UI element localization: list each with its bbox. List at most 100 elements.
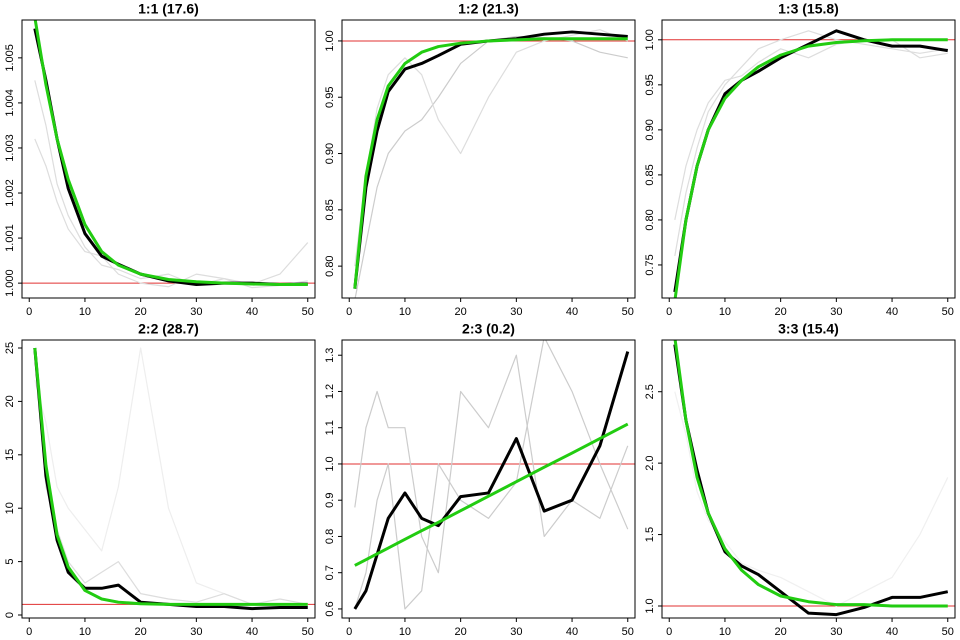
x-tick-label: 40 (246, 306, 258, 318)
series-line (674, 391, 949, 607)
panel-title: 2:2 (28.7) (138, 321, 199, 337)
x-tick-label: 10 (79, 626, 91, 638)
series-line (674, 30, 948, 257)
x-tick-label: 30 (830, 626, 842, 638)
x-tick-label: 10 (719, 306, 731, 318)
y-tick-label: 1.5 (644, 527, 656, 542)
x-tick-label: 20 (775, 626, 787, 638)
y-tick-label: 10 (4, 502, 16, 514)
panel-title: 1:3 (15.8) (778, 1, 839, 17)
x-tick-label: 30 (190, 306, 202, 318)
x-tick-label: 0 (346, 626, 352, 638)
x-tick-label: 0 (346, 306, 352, 318)
x-tick-label: 20 (775, 306, 787, 318)
series-line (34, 80, 309, 286)
x-tick-label: 10 (79, 306, 91, 318)
x-tick-label: 10 (399, 626, 411, 638)
panel: 2:2 (28.7) 0 10 20 30 40 50 0 5 10 15 20 25 (4, 321, 316, 638)
y-tick-label: 0.6 (324, 601, 336, 616)
plot-frame (661, 19, 956, 299)
y-tick-label: 0.90 (644, 119, 656, 140)
y-tick-label: 5 (4, 559, 16, 565)
y-tick-label: 25 (4, 342, 16, 354)
x-tick-label: 10 (399, 306, 411, 318)
x-tick-label: 50 (302, 626, 314, 638)
series-line (33, 20, 308, 286)
x-tick-label: 10 (719, 626, 731, 638)
y-tick-label: 1.00 (324, 30, 336, 51)
x-tick-label: 40 (566, 306, 578, 318)
y-tick-label: 2.0 (644, 455, 656, 470)
plot-lines (342, 29, 635, 298)
y-tick-label: 1.00 (644, 29, 656, 50)
series-line (353, 37, 628, 289)
series-line (34, 347, 308, 605)
x-tick-label: 50 (942, 626, 954, 638)
y-tick-label: 0.75 (644, 254, 656, 275)
series-line (33, 347, 308, 606)
series-line (673, 344, 949, 617)
y-tick-label: 0.85 (644, 164, 656, 185)
x-tick-label: 40 (886, 626, 898, 638)
panel: 1:3 (15.8) 0 10 20 30 40 50 0.75 0.80 0.85 0.90 0.9… (644, 1, 956, 318)
y-tick-label: 1.1 (324, 420, 336, 435)
x-tick-label: 40 (246, 626, 258, 638)
x-tick-label: 0 (666, 626, 672, 638)
panel: 3:3 (15.4) 0 10 20 30 40 50 1.0 1.5 2.0 2.5 (644, 321, 956, 638)
y-tick-label: 15 (4, 449, 16, 461)
series-line (34, 138, 308, 289)
panel-title: 3:3 (15.4) (778, 321, 839, 337)
y-tick-label: 0.95 (644, 74, 656, 95)
x-tick-label: 30 (190, 626, 202, 638)
y-tick-label: 1.0 (644, 598, 656, 613)
series-line (354, 422, 629, 567)
x-tick-label: 50 (942, 306, 954, 318)
x-tick-label: 20 (135, 306, 147, 318)
series-line (673, 340, 948, 608)
y-tick-label: 2.5 (644, 384, 656, 399)
panel-title: 1:1 (17.6) (138, 1, 199, 17)
series-line (34, 358, 308, 605)
x-tick-label: 50 (622, 626, 634, 638)
panel: 1:2 (21.3) 0 10 20 30 40 50 0.80 0.85 0.90 0.95 1.0… (324, 1, 636, 318)
x-tick-label: 40 (886, 306, 898, 318)
y-tick-label: 1.3 (324, 348, 336, 363)
x-tick-label: 30 (830, 306, 842, 318)
y-tick-label: 0.9 (324, 493, 336, 508)
plot-lines (662, 340, 955, 617)
y-tick-label: 0.85 (324, 199, 336, 220)
x-tick-label: 0 (666, 306, 672, 318)
y-tick-label: 1.001 (4, 224, 16, 252)
x-tick-label: 30 (510, 626, 522, 638)
plot-frame (21, 19, 316, 299)
y-tick-label: 0 (4, 612, 16, 618)
x-tick-label: 40 (566, 626, 578, 638)
panel-title: 2:3 (0.2) (462, 321, 515, 337)
y-tick-label: 1.000 (4, 269, 16, 297)
x-tick-label: 50 (622, 306, 634, 318)
x-tick-label: 0 (26, 306, 32, 318)
panel-title: 1:2 (21.3) (458, 1, 519, 17)
plot-frame (341, 339, 636, 619)
series-line (33, 347, 308, 611)
y-tick-label: 20 (4, 395, 16, 407)
plot-lines (662, 29, 955, 298)
x-tick-label: 20 (135, 626, 147, 638)
series-line (33, 28, 308, 286)
series-line (354, 35, 628, 298)
y-tick-label: 0.80 (324, 255, 336, 276)
x-tick-label: 30 (510, 306, 522, 318)
series-line (353, 351, 630, 610)
series-line (673, 38, 948, 298)
plot-frame (661, 339, 956, 619)
x-tick-label: 20 (455, 626, 467, 638)
y-tick-label: 1.002 (4, 179, 16, 207)
y-tick-label: 1.004 (4, 89, 16, 117)
y-tick-label: 1.0 (324, 456, 336, 471)
series-line (673, 29, 948, 293)
y-tick-label: 0.7 (324, 565, 336, 580)
y-tick-label: 1.005 (4, 44, 16, 72)
series-line (674, 39, 948, 221)
y-tick-label: 0.8 (324, 529, 336, 544)
